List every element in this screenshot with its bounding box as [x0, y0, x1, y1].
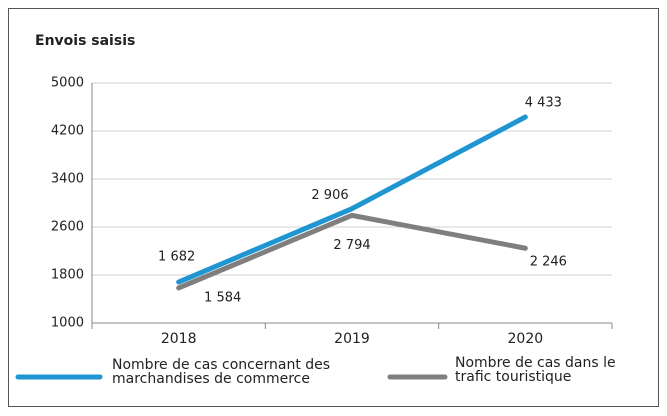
value-label: 2 246	[530, 255, 567, 270]
legend-label: Nombre de cas dans le trafic touristique	[455, 355, 616, 385]
y-tick-label: 5000	[51, 76, 84, 91]
series-line	[176, 212, 528, 291]
series-line	[176, 114, 528, 285]
y-tick-label: 1000	[51, 316, 84, 331]
value-label: 1 682	[158, 250, 195, 265]
value-label: 2 794	[333, 238, 370, 253]
value-label: 4 433	[525, 96, 562, 111]
x-tick-label: 2020	[508, 331, 544, 347]
value-label: 1 584	[204, 290, 241, 305]
value-label: 2 906	[311, 188, 348, 203]
x-tick-label: 2018	[161, 331, 197, 347]
chart-title: Envois saisis	[35, 33, 135, 49]
y-tick-label: 3400	[51, 172, 84, 187]
frame	[8, 8, 659, 407]
y-tick-label: 4200	[51, 124, 84, 139]
x-tick-label: 2019	[334, 331, 370, 347]
legend-label: Nombre de cas concernant des marchandise…	[112, 357, 331, 387]
y-tick-label: 2600	[51, 220, 84, 235]
y-tick-label: 1800	[51, 268, 84, 283]
